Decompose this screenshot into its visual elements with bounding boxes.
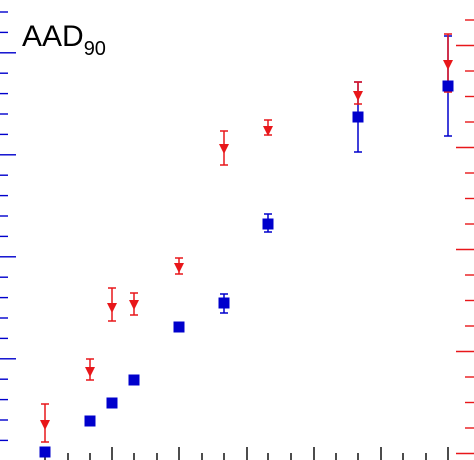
data-point-triangle xyxy=(443,60,453,70)
chart-title: AAD90 xyxy=(22,20,106,60)
data-point-square xyxy=(84,415,96,427)
data-point-triangle xyxy=(263,126,273,136)
data-point-triangle xyxy=(85,367,95,377)
data-point-triangle xyxy=(40,420,50,430)
data-point-square xyxy=(128,374,140,386)
data-point-square xyxy=(352,111,364,123)
data-point-square xyxy=(262,218,274,230)
data-point-triangle xyxy=(107,303,117,313)
data-point-triangle xyxy=(353,91,363,101)
data-point-square xyxy=(218,297,230,309)
axes-layer xyxy=(0,11,474,460)
marker-layer xyxy=(39,60,454,458)
data-point-triangle xyxy=(174,263,184,273)
errorbar-layer xyxy=(41,33,452,443)
chart-title-main: AAD xyxy=(22,20,84,53)
data-point-square xyxy=(173,321,185,333)
chart-title-subscript: 90 xyxy=(84,38,106,60)
data-point-square xyxy=(442,80,454,92)
data-point-triangle xyxy=(219,144,229,154)
data-point-triangle xyxy=(129,300,139,310)
data-point-square xyxy=(106,397,118,409)
data-point-square xyxy=(39,446,51,458)
